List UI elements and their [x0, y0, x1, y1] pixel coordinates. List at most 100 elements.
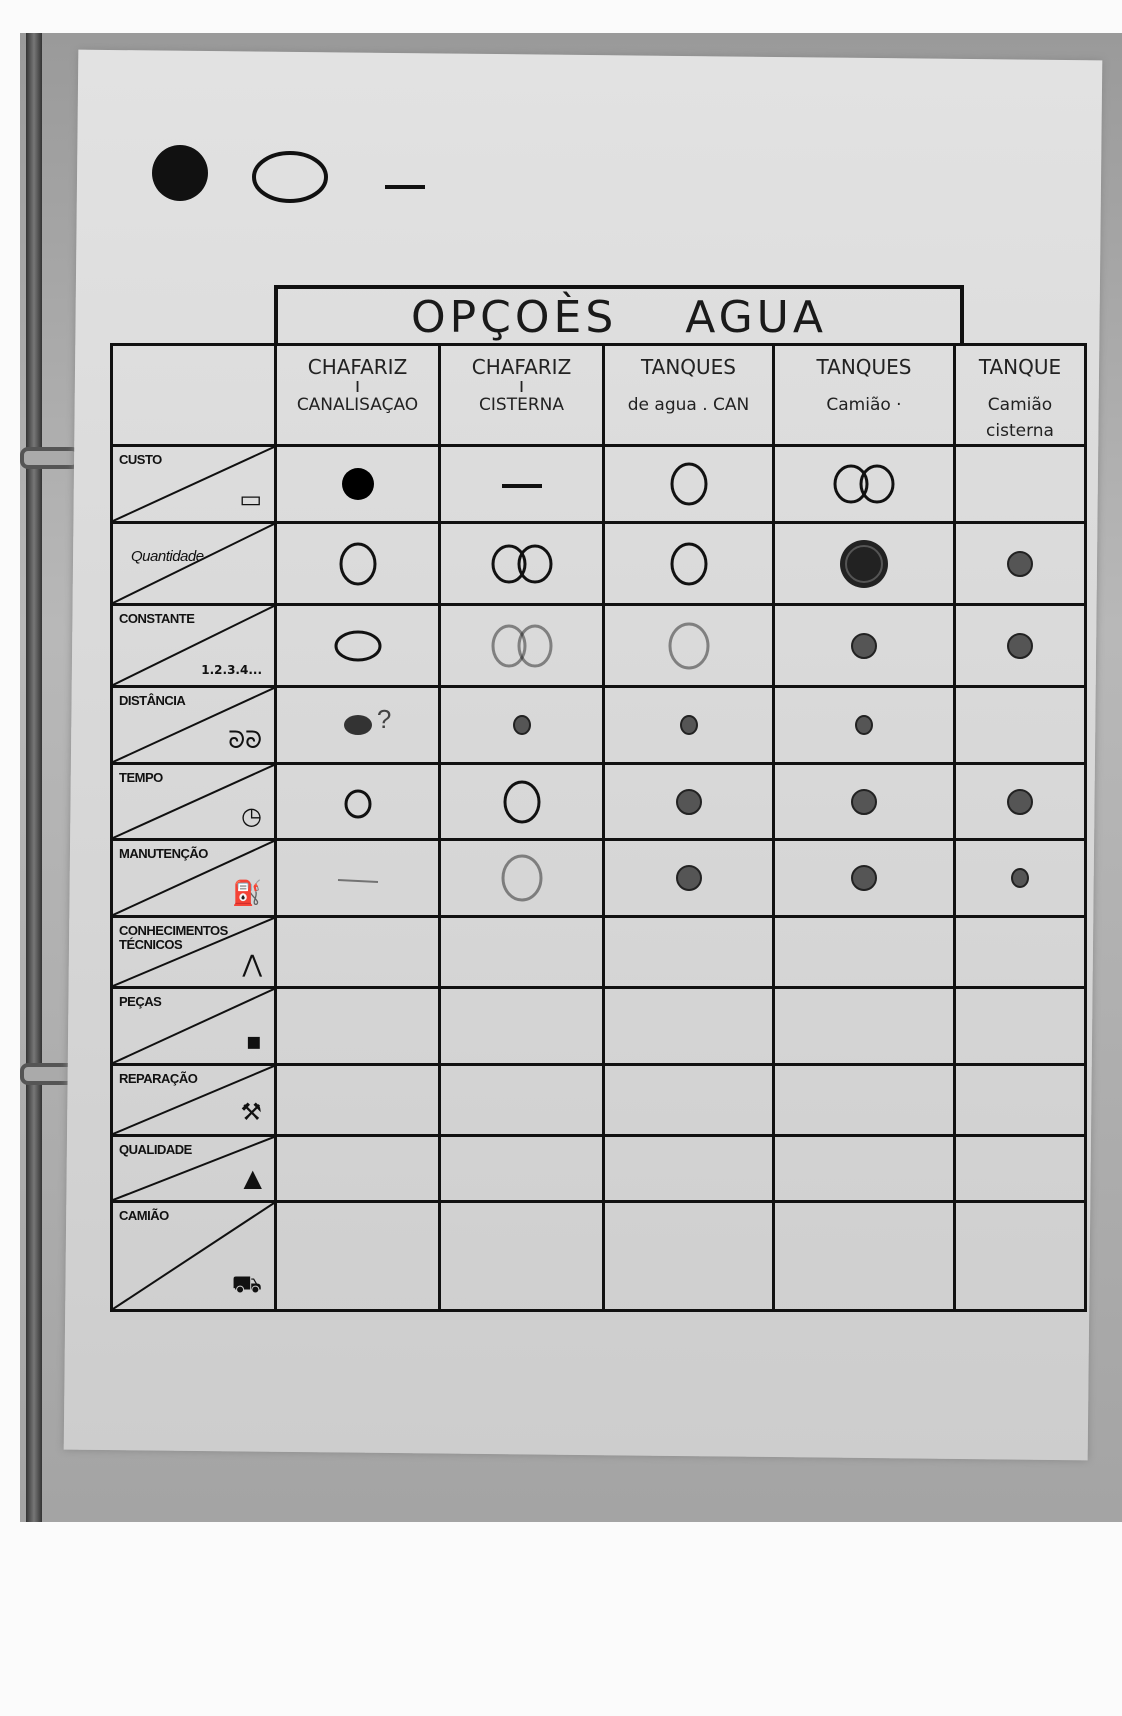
column-header: TANQUE Camião cisterna: [953, 343, 1087, 447]
rating-cell: [953, 762, 1087, 841]
column-title: TANQUE: [978, 355, 1062, 379]
legend-mark-open: [252, 151, 328, 203]
rating-mark-dash-faint: [337, 879, 378, 883]
criterion-label: CONHECIMENTOS TÉCNICOS: [119, 923, 228, 952]
column-separator: [777, 380, 952, 392]
rating-cell: [274, 1200, 441, 1312]
diagonal-divider: [113, 1066, 274, 1134]
rating-mark-shaded-small: [851, 788, 877, 815]
diagonal-divider: [113, 989, 274, 1063]
rating-cell: [602, 986, 775, 1066]
question-note: ?: [376, 704, 392, 735]
truck-icon: ⛟: [231, 1270, 262, 1298]
rating-cell: [602, 1063, 775, 1137]
diagonal-divider: [113, 1203, 274, 1309]
rating-cell: [602, 762, 775, 841]
column-subtitle: de agua . CAN: [627, 395, 750, 415]
rating-mark-shaded-small: [851, 865, 877, 891]
rating-cell: [772, 444, 956, 524]
rating-mark-open: [339, 542, 376, 585]
column-header: CHAFARIZ ı CISTERNA: [438, 343, 605, 447]
criterion-cell: QUALIDADE ▲: [110, 1134, 277, 1203]
rating-mark-dot: [1011, 868, 1029, 888]
criterion-label: Quantidade: [131, 548, 204, 565]
corner-cell: [110, 343, 277, 447]
column-separator: [607, 380, 771, 392]
rating-mark-dot: [679, 715, 698, 735]
rating-mark-shaded-small: [1007, 788, 1033, 815]
wall-pipe: [26, 33, 42, 1522]
criterion-cell: PEÇAS ▪: [110, 986, 277, 1066]
rating-cell: [438, 444, 605, 524]
rating-cell: [772, 1063, 956, 1137]
rating-cell: [438, 685, 605, 765]
rating-cell: [602, 1134, 775, 1203]
criterion-cell: DISTÂNCIA ᘐᘐ: [110, 685, 277, 765]
diagonal-divider: [113, 841, 274, 915]
rating-cell: [772, 1200, 956, 1312]
rating-cell: [602, 915, 775, 989]
rating-cell: [772, 1134, 956, 1203]
rating-mark-open-faint: [501, 854, 542, 902]
table-row: CONSTANTE 1.2.3.4...: [110, 603, 1087, 688]
criterion-cell: REPARAÇÃO ⚒: [110, 1063, 277, 1137]
rating-cell: [772, 986, 956, 1066]
rating-cell: [438, 521, 605, 606]
rating-cell: ?: [274, 685, 441, 765]
rating-cell: [438, 1134, 605, 1203]
bolt-icon: ▪: [245, 1027, 262, 1055]
column-separator: ı: [518, 373, 525, 397]
rating-mark-shaded-small: [1007, 632, 1033, 659]
rating-cell: [274, 444, 441, 524]
diagonal-divider: [113, 447, 274, 521]
rating-mark-open: [670, 462, 707, 506]
rating-mark-double-open-faint: [491, 624, 552, 667]
table-row: CUSTO ▭: [110, 444, 1087, 524]
criterion-label: MANUTENÇÃO: [119, 846, 208, 861]
banknote-icon: ▭: [239, 485, 262, 513]
rating-cell: [953, 838, 1087, 918]
diagonal-divider: [113, 918, 274, 986]
rating-cell: [274, 838, 441, 918]
rating-mark-double-open: [491, 544, 552, 583]
tripod-icon: ⋀: [242, 950, 262, 978]
criterion-label: DISTÂNCIA: [119, 693, 186, 708]
oil-can-icon: ⛽: [232, 879, 262, 907]
column-separator: [958, 380, 1083, 392]
rating-cell: [602, 444, 775, 524]
rating-mark-shaded-small: [675, 865, 702, 891]
table-row: Quantidade: [110, 521, 1087, 606]
rating-cell: [274, 986, 441, 1066]
rating-cell: [953, 1063, 1087, 1137]
rating-mark-shaded-small: [1007, 550, 1033, 577]
rating-cell: [953, 1134, 1087, 1203]
rating-cell: [438, 838, 605, 918]
criterion-label: TEMPO: [119, 770, 163, 785]
criterion-cell: MANUTENÇÃO ⛽: [110, 838, 277, 918]
table-row: REPARAÇÃO ⚒: [110, 1063, 1087, 1137]
criterion-cell: CUSTO ▭: [110, 444, 277, 524]
rating-cell: [602, 685, 775, 765]
legend-mark-filled: [152, 145, 208, 201]
rating-cell: [438, 915, 605, 989]
triangle-icon: ▲: [243, 1164, 262, 1192]
rating-cell: [953, 521, 1087, 606]
criterion-cell: CONHECIMENTOS TÉCNICOS ⋀: [110, 915, 277, 989]
rating-cell: [602, 1200, 775, 1312]
rating-cell: [772, 685, 956, 765]
rating-cell: [953, 986, 1087, 1066]
criterion-label: QUALIDADE: [119, 1142, 192, 1157]
column-subtitle: CISTERNA: [479, 395, 564, 415]
table-row: CONHECIMENTOS TÉCNICOS ⋀: [110, 915, 1087, 989]
rating-cell: [953, 915, 1087, 989]
sequence-label: 1.2.3.4...: [201, 663, 262, 677]
criterion-label: PEÇAS: [119, 994, 162, 1009]
rating-cell: [953, 603, 1087, 688]
rating-cell: [274, 1063, 441, 1137]
chart-title: OPÇOÈS AGUA: [274, 285, 964, 345]
criterion-cell: CONSTANTE 1.2.3.4...: [110, 603, 277, 688]
rating-mark-dot: [855, 715, 873, 735]
rating-cell: [772, 603, 956, 688]
column-title: TANQUES: [640, 355, 737, 379]
rating-cell: [772, 838, 956, 918]
